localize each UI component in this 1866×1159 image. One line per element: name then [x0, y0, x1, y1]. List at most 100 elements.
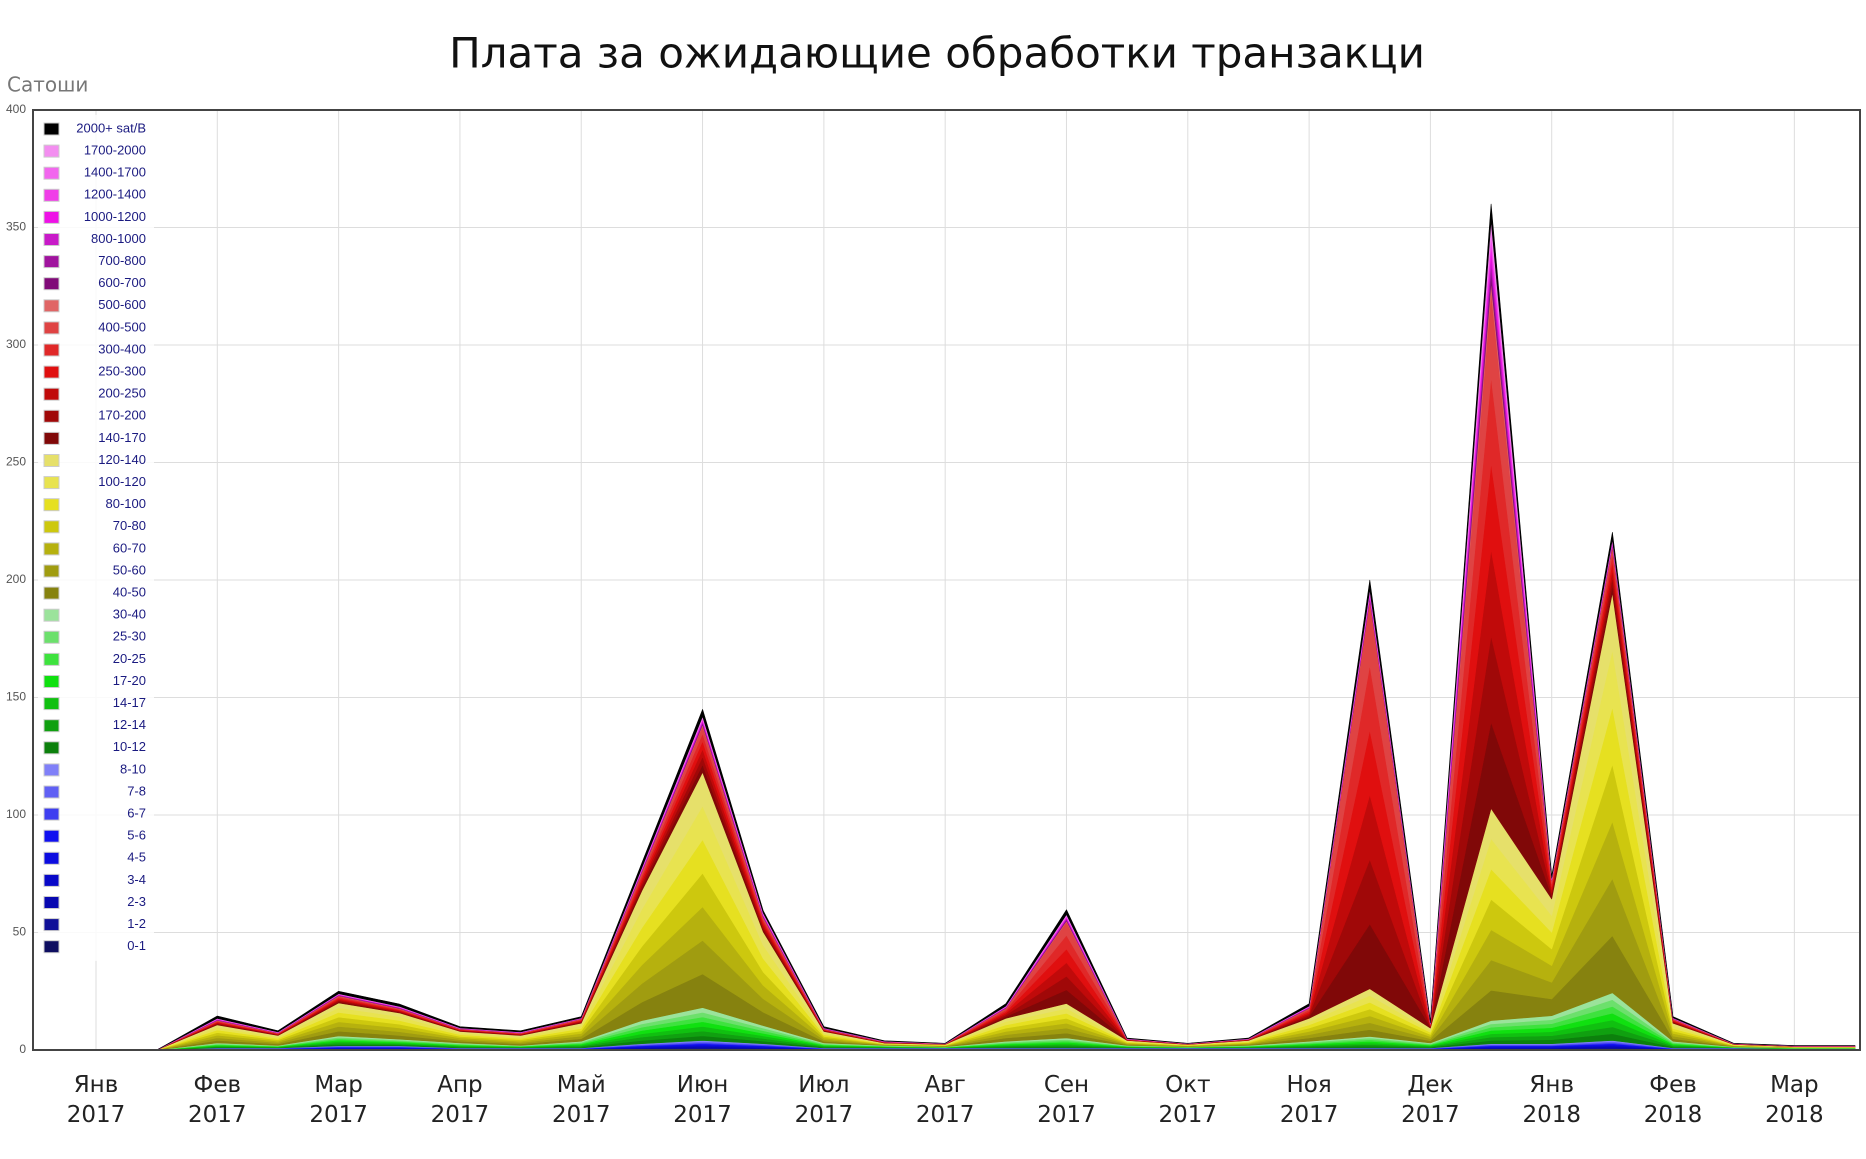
legend-swatch: [43, 498, 60, 512]
legend-swatch: [43, 873, 60, 887]
legend: 2000+ sat/B 1700-2000 1400-1700 1200-1400 10…: [38, 115, 154, 961]
legend-swatch: [43, 277, 60, 291]
legend-label: 50-60: [113, 562, 146, 577]
legend-label: 400-500: [98, 319, 146, 334]
legend-swatch: [43, 675, 60, 688]
legend-swatch: [43, 520, 60, 534]
x-tick-label: Янв 2018: [1522, 1072, 1581, 1128]
chart-title: Плата за ожидающие обработки транзакци: [449, 29, 1425, 78]
legend-label: 6-7: [127, 806, 146, 821]
legend-swatch: [43, 387, 60, 401]
legend-label: 1700-2000: [84, 143, 146, 158]
y-tick-label: 150: [6, 690, 26, 704]
legend-label: 170-200: [98, 408, 146, 423]
legend-swatch: [43, 476, 60, 490]
x-tick-label: Сен 2017: [1037, 1072, 1096, 1128]
legend-swatch: [43, 409, 60, 423]
legend-swatch: [43, 210, 60, 224]
legend-label: 20-25: [113, 651, 146, 666]
legend-swatch: [43, 343, 60, 357]
legend-label: 1400-1700: [84, 165, 146, 180]
legend-swatch: [43, 144, 60, 158]
y-tick-label: 300: [6, 337, 26, 351]
y-tick-label: 50: [13, 925, 27, 939]
legend-label: 120-140: [98, 452, 146, 467]
legend-label: 1200-1400: [84, 187, 146, 202]
legend-label: 12-14: [113, 717, 146, 732]
x-tick-label: Фев 2018: [1643, 1072, 1703, 1128]
legend-label: 2000+ sat/B: [76, 120, 146, 135]
legend-label: 17-20: [113, 673, 146, 688]
legend-swatch: [43, 608, 60, 622]
legend-swatch: [43, 741, 60, 755]
y-tick-label: 350: [6, 220, 26, 234]
legend-swatch: [43, 940, 60, 954]
legend-swatch: [43, 851, 60, 865]
legend-label: 500-600: [98, 297, 146, 312]
legend-label: 700-800: [98, 253, 146, 268]
x-tick-label: Янв 2017: [66, 1072, 126, 1128]
legend-label: 7-8: [127, 783, 146, 798]
x-tick-label: Июн 2017: [673, 1072, 732, 1128]
legend-swatch: [43, 785, 60, 799]
legend-swatch: [43, 586, 60, 600]
legend-label: 8-10: [120, 761, 146, 776]
legend-label: 0-1: [127, 938, 146, 953]
y-tick-label: 250: [6, 455, 26, 469]
x-tick-label: Окт 2017: [1158, 1072, 1218, 1128]
legend-swatch: [43, 829, 60, 843]
legend-label: 3-4: [127, 872, 146, 887]
legend-swatch: [43, 896, 60, 909]
legend-swatch: [43, 166, 60, 180]
legend-label: 300-400: [98, 341, 146, 356]
legend-swatch: [43, 365, 60, 379]
legend-label: 4-5: [127, 850, 146, 865]
legend-swatch: [43, 807, 60, 821]
legend-label: 14-17: [113, 695, 146, 710]
y-axis-label: Сатоши: [7, 73, 88, 97]
legend-swatch: [43, 652, 60, 666]
legend-label: 100-120: [98, 474, 146, 489]
legend-label: 10-12: [113, 739, 146, 754]
y-tick-label: 0: [19, 1042, 26, 1056]
areas: [95, 203, 1856, 1051]
legend-label: 250-300: [98, 364, 146, 379]
legend-label: 25-30: [113, 629, 146, 644]
legend-swatch: [43, 763, 60, 777]
legend-swatch: [43, 122, 60, 136]
y-tick-label: 200: [6, 572, 26, 586]
legend-swatch: [43, 299, 60, 313]
legend-swatch: [43, 719, 60, 733]
area: [95, 203, 1856, 1051]
legend-swatch: [43, 255, 60, 269]
legend-label: 40-50: [113, 585, 146, 600]
legend-swatch: [43, 188, 60, 202]
legend-label: 800-1000: [91, 231, 146, 246]
x-tick-label: Ноя 2017: [1279, 1072, 1339, 1128]
legend-swatch: [43, 697, 60, 711]
x-tick-label: Авг 2017: [915, 1072, 975, 1128]
x-tick-label: Дек 2017: [1401, 1072, 1460, 1128]
legend-label: 30-40: [113, 607, 146, 622]
legend-swatch: [43, 918, 60, 932]
legend-swatch: [43, 321, 60, 335]
x-tick-label: Мар 2017: [309, 1072, 368, 1128]
legend-label: 70-80: [113, 518, 146, 533]
legend-label: 1-2: [127, 916, 146, 931]
legend-label: 140-170: [98, 430, 146, 445]
y-tick-label: 100: [6, 807, 26, 821]
plot-border: [32, 109, 1861, 1051]
legend-swatch: [43, 630, 60, 644]
legend-swatch: [43, 233, 60, 246]
x-tick-label: Май 2017: [551, 1072, 611, 1128]
legend-label: 600-700: [98, 275, 146, 290]
x-tick-label: Апр 2017: [430, 1072, 490, 1128]
legend-swatch: [43, 431, 60, 445]
x-tick-label: Фев 2017: [188, 1072, 247, 1128]
legend-label: 80-100: [106, 496, 146, 511]
legend-label: 200-250: [98, 386, 146, 401]
x-tick-label: Июл 2017: [794, 1072, 854, 1128]
legend-swatch: [43, 564, 60, 578]
